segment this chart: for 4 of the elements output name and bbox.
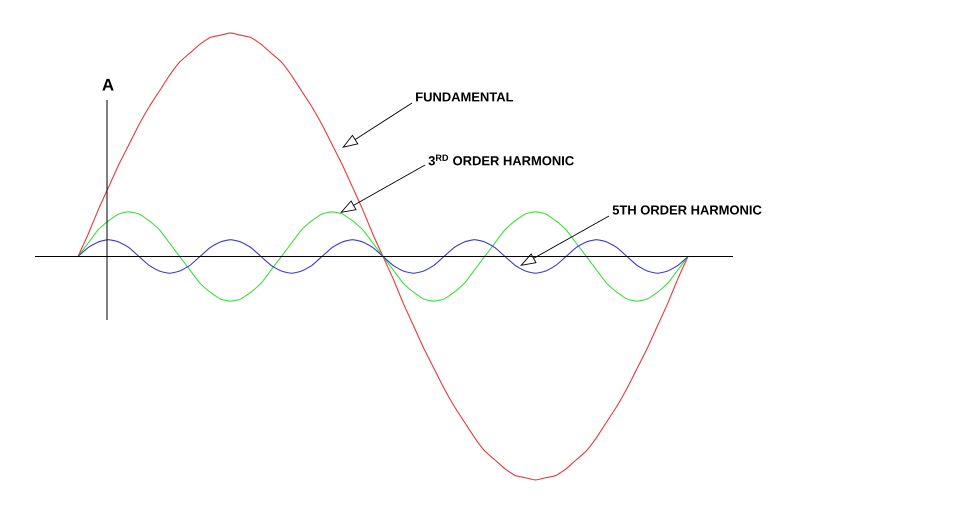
annotation: FUNDAMENTAL — [416, 92, 514, 102]
annotation: 5TH ORDER HARMONIC — [612, 205, 762, 215]
y-axis-title: A — [102, 78, 114, 90]
annotation: 3$^{RD}$ ORDER HARMONIC — [428, 154, 574, 166]
